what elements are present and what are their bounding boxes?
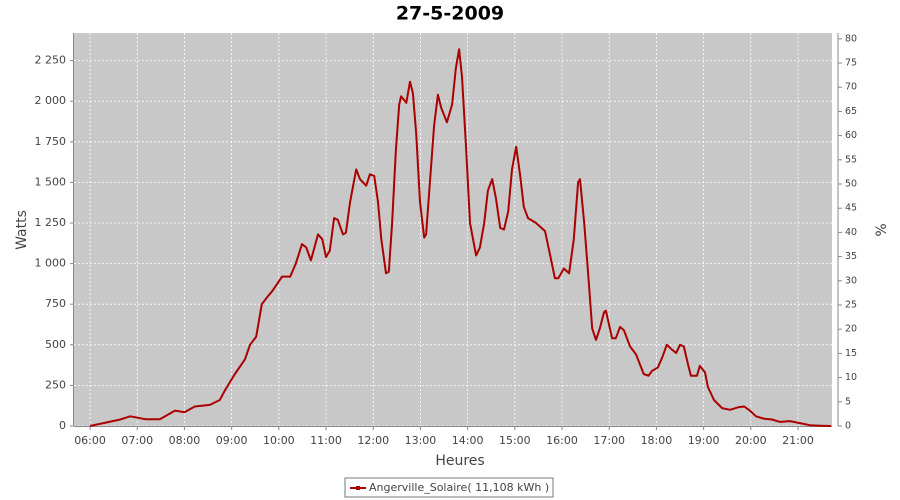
y-tick-label: 1 000 (35, 257, 67, 270)
y2-tick-label: 5 (845, 396, 851, 407)
y-tick-label: 1 750 (35, 135, 67, 148)
y-tick-label: 2 250 (35, 54, 67, 67)
y2-tick-label: 50 (845, 179, 857, 190)
y2-tick-label: 10 (845, 372, 857, 383)
chart-title: 27-5-2009 (396, 3, 504, 25)
x-tick-label: 13:00 (405, 434, 437, 447)
y2-tick-label: 40 (845, 227, 857, 238)
x-tick-label: 08:00 (169, 434, 201, 447)
x-tick-label: 12:00 (357, 434, 389, 447)
y2-tick-label: 0 (845, 421, 851, 432)
y2-tick-label: 60 (845, 130, 857, 141)
y2-axis-label: % (874, 223, 890, 236)
legend-label: Angerville_Solaire( 11,108 kWh ) (369, 481, 549, 494)
series-line (89, 48, 832, 427)
y2-tick-label: 45 (845, 203, 857, 214)
x-axis-label: Heures (435, 453, 484, 469)
x-tick-label: 20:00 (735, 434, 767, 447)
y2-tick-label: 20 (845, 324, 857, 335)
y-tick-label: 0 (59, 419, 66, 432)
y2-tick-label: 30 (845, 275, 857, 286)
x-tick-label: 21:00 (782, 434, 814, 447)
y2-tick-label: 35 (845, 251, 857, 262)
y2-tick-label: 25 (845, 300, 857, 311)
y-tick-label: 500 (45, 338, 66, 351)
x-tick-label: 11:00 (310, 434, 342, 447)
x-tick-label: 17:00 (593, 434, 625, 447)
legend-box (344, 477, 554, 498)
x-tick-label: 16:00 (546, 434, 578, 447)
legend-swatch-dot (356, 486, 360, 490)
x-tick-label: 19:00 (688, 434, 720, 447)
x-tick-label: 10:00 (263, 434, 295, 447)
x-tick-label: 18:00 (641, 434, 673, 447)
y-tick-label: 2 000 (35, 94, 67, 107)
x-tick-label: 14:00 (452, 434, 484, 447)
y2-tick-label: 80 (845, 33, 857, 44)
y2-tick-label: 55 (845, 154, 857, 165)
x-tick-label: 06:00 (74, 434, 106, 447)
x-tick-label: 07:00 (121, 434, 153, 447)
x-tick-label: 15:00 (499, 434, 531, 447)
y2-tick-label: 75 (845, 58, 857, 69)
y2-tick-label: 15 (845, 348, 857, 359)
y-tick-label: 1 500 (35, 175, 67, 188)
y2-tick-label: 70 (845, 82, 857, 93)
y-tick-label: 250 (45, 378, 66, 391)
y-tick-label: 750 (45, 297, 66, 310)
y2-tick-label: 65 (845, 106, 857, 117)
x-tick-label: 09:00 (216, 434, 248, 447)
y-tick-label: 1 250 (35, 216, 67, 229)
y-axis-label: Watts (14, 210, 30, 250)
